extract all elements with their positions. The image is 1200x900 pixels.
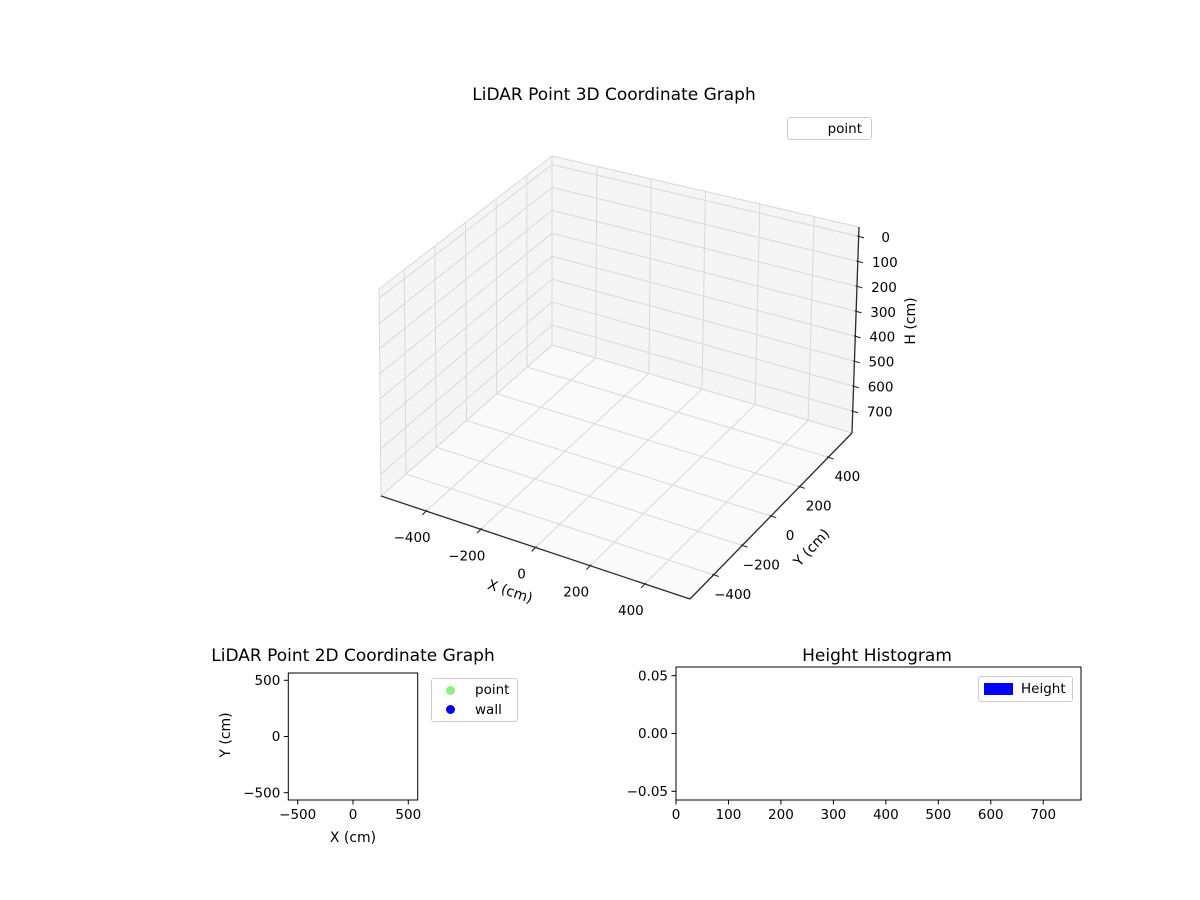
plot3d-zaxis-label: H (cm) bbox=[903, 297, 919, 345]
z-axis-tick-label: 500 bbox=[869, 355, 895, 371]
height-swatch-icon bbox=[984, 683, 1013, 695]
z-axis-tick-label: 700 bbox=[867, 405, 893, 421]
z-axis-tick bbox=[855, 285, 863, 289]
z-axis-tick bbox=[853, 335, 861, 339]
y-axis-tick bbox=[798, 485, 806, 489]
y-axis-tick-label: 200 bbox=[806, 499, 832, 515]
y-axis-tick bbox=[826, 456, 834, 460]
plot2d-frame bbox=[287, 672, 419, 801]
gridline-z-leftwall bbox=[379, 255, 553, 400]
plot2d-legend-label-point: point bbox=[475, 682, 510, 699]
x-axis-tick bbox=[585, 564, 592, 571]
gridline-z-rightwall bbox=[551, 232, 857, 312]
plot2d-legend-row-point: point bbox=[432, 682, 517, 698]
plot2d-legend: point wall bbox=[431, 678, 518, 722]
z-axis-tick bbox=[854, 310, 862, 314]
gridline-y-floor bbox=[526, 366, 829, 458]
gridline-z-rightwall bbox=[551, 324, 853, 412]
y-axis-tick-label: −500 bbox=[243, 785, 280, 801]
x-axis-tick-label: 200 bbox=[768, 807, 794, 823]
gridline-y-floor bbox=[436, 446, 743, 546]
y-axis-tick-label: −200 bbox=[743, 557, 780, 573]
x-axis-tick-label: 500 bbox=[925, 807, 951, 823]
x-axis-tick-label: 0 bbox=[672, 807, 681, 823]
y-axis-tick-label: 0.00 bbox=[638, 726, 668, 742]
x-axis-tick bbox=[476, 527, 483, 534]
gridline-z-rightwall bbox=[551, 164, 859, 237]
z-axis-tick-label: 0 bbox=[881, 230, 890, 246]
gridline-z-rightwall bbox=[551, 209, 858, 287]
x-axis-tick bbox=[531, 546, 537, 552]
plot3d-axes: −400−2000200400−400−20002004000100200300… bbox=[378, 154, 898, 619]
x-axis-tick-label: −200 bbox=[448, 548, 485, 564]
x-axis-tick-label: 400 bbox=[873, 807, 899, 823]
z-axis-tick bbox=[852, 360, 860, 364]
z-axis-tick-label: 600 bbox=[868, 380, 894, 396]
plot2d-title: LiDAR Point 2D Coordinate Graph bbox=[211, 646, 495, 666]
gridline-z-leftwall bbox=[379, 187, 553, 324]
gridline-z-rightwall bbox=[551, 255, 856, 337]
plot2d-axes: −500 0 500 −500 0 500 bbox=[243, 672, 421, 823]
x-axis-tick-label: 300 bbox=[820, 807, 846, 823]
y-axis-tick-label: 0.05 bbox=[638, 668, 668, 684]
gridline-z-rightwall bbox=[551, 278, 855, 362]
y-axis-tick-label: 0 bbox=[786, 528, 795, 544]
z-axis-tick bbox=[857, 235, 865, 239]
y-axis-tick bbox=[712, 573, 720, 578]
gridline-z-leftwall bbox=[380, 301, 553, 450]
x-axis-tick-label: −500 bbox=[279, 807, 316, 823]
x-axis-tick bbox=[640, 582, 647, 589]
x-axis-tick-label: 700 bbox=[1030, 807, 1056, 823]
x-axis-tick-label: −400 bbox=[394, 530, 431, 546]
plot3d-legend-label-point: point bbox=[827, 120, 862, 137]
y-axis-tick bbox=[740, 544, 748, 548]
gridline-z-leftwall bbox=[380, 324, 553, 475]
gridline-z-leftwall bbox=[379, 232, 553, 375]
y-axis-tick-label: −400 bbox=[714, 587, 751, 603]
histogram-legend: Height bbox=[978, 676, 1073, 702]
x-axis-tick-label: 0 bbox=[517, 567, 526, 583]
wall-marker-icon bbox=[446, 705, 455, 715]
histogram-title: Height Histogram bbox=[802, 646, 952, 666]
gridline-y-floor bbox=[496, 393, 800, 488]
x-axis-tick-label: 200 bbox=[563, 585, 589, 601]
gridline-z-rightwall bbox=[551, 301, 854, 387]
plot3d-title: LiDAR Point 3D Coordinate Graph bbox=[472, 85, 756, 105]
plot2d-legend-label-wall: wall bbox=[475, 701, 502, 718]
z-axis-tick bbox=[856, 260, 864, 264]
z-axis-tick-label: 300 bbox=[870, 305, 896, 321]
y-axis-tick-label: 0 bbox=[272, 729, 281, 745]
z-axis-tick-label: 400 bbox=[869, 330, 895, 346]
point-marker-icon bbox=[446, 685, 455, 695]
y-axis-tick-label: 500 bbox=[255, 673, 281, 689]
x-axis-tick-label: 500 bbox=[395, 807, 421, 823]
x-axis-tick-label: 400 bbox=[618, 603, 644, 619]
gridline-y-floor bbox=[405, 473, 714, 576]
z-axis-tick-label: 200 bbox=[871, 280, 897, 296]
x-axis-tick bbox=[421, 509, 428, 516]
z-axis-tick bbox=[851, 385, 860, 389]
plot2d-yaxis-label: Y (cm) bbox=[218, 712, 234, 758]
y-axis-tick bbox=[769, 515, 777, 519]
z-axis-tick bbox=[851, 410, 859, 414]
x-axis-tick-label: 0 bbox=[349, 807, 358, 823]
y-axis-tick-label: 400 bbox=[834, 469, 860, 485]
gridline-z-leftwall bbox=[378, 164, 553, 299]
plot3d-legend: point bbox=[787, 117, 872, 140]
histogram-legend-label-height: Height bbox=[1021, 681, 1066, 697]
gridline-y-wall bbox=[495, 198, 498, 394]
gridline-y-floor bbox=[466, 420, 772, 517]
z-axis-tick-label: 100 bbox=[872, 255, 898, 271]
plot2d-legend-row-wall: wall bbox=[432, 702, 517, 718]
gridline-z-rightwall bbox=[551, 187, 858, 262]
plot2d-xaxis-label: X (cm) bbox=[329, 830, 377, 846]
gridline-z-leftwall bbox=[379, 278, 553, 425]
x-axis-tick-label: 100 bbox=[716, 807, 742, 823]
gridline-z-leftwall bbox=[379, 210, 553, 349]
x-axis-tick-label: 600 bbox=[978, 807, 1004, 823]
y-axis-tick-label: −0.05 bbox=[627, 784, 668, 800]
